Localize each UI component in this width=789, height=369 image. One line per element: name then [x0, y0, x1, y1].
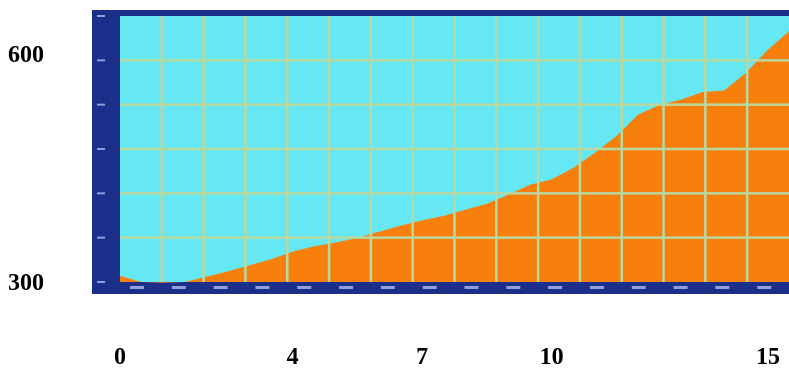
x-axis-tick: [171, 286, 186, 289]
x-axis-tick: [297, 286, 312, 289]
y-axis-tick: [97, 15, 105, 17]
x-tick-label: 10: [540, 344, 564, 369]
x-axis-tick: [757, 286, 772, 289]
top-frame-bar: [92, 10, 789, 16]
y-tick-label: 600: [8, 42, 44, 68]
x-axis-tick: [339, 286, 354, 289]
x-axis-tick: [464, 286, 479, 289]
x-axis-tick: [380, 286, 395, 289]
x-axis-tick: [506, 286, 521, 289]
y-axis-tick: [97, 59, 105, 62]
axis-ticks: [97, 15, 772, 289]
x-axis-tick: [715, 286, 730, 289]
y-axis-tick: [97, 236, 105, 239]
x-axis-tick: [631, 286, 646, 289]
y-axis-tick: [97, 103, 105, 106]
x-tick-label: 7: [416, 344, 428, 369]
x-axis-tick: [213, 286, 228, 289]
y-axis-tick: [97, 192, 105, 195]
x-axis-tick: [422, 286, 437, 289]
y-axis-tick: [97, 148, 105, 150]
x-axis-tick: [255, 286, 270, 289]
y-axis-tick: [97, 281, 105, 283]
x-tick-label: 0: [114, 344, 126, 369]
x-tick-label: 15: [756, 344, 780, 369]
y-tick-label: 300: [8, 270, 44, 296]
y-tick-labels: 300 600: [8, 42, 44, 296]
grid-lines: [120, 16, 789, 282]
bottom-axis-bar: [92, 282, 789, 294]
left-axis-bar: [92, 10, 120, 294]
x-axis-tick: [548, 286, 563, 289]
x-tick-labels: 0 4 7 10 15: [114, 344, 780, 369]
x-axis-tick: [589, 286, 604, 289]
x-axis-tick: [130, 286, 144, 289]
x-tick-label: 4: [287, 344, 299, 369]
x-axis-tick: [673, 286, 688, 289]
